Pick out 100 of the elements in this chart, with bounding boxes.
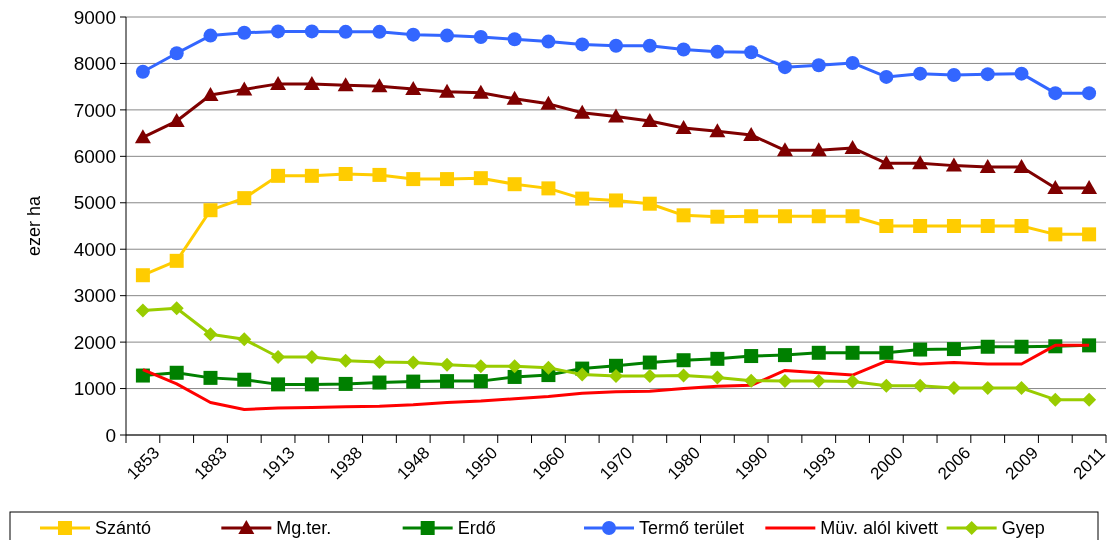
y-tick-label: 6000 <box>73 145 116 167</box>
point <box>710 44 725 59</box>
point <box>472 84 489 99</box>
point <box>574 104 591 119</box>
point <box>203 327 218 342</box>
legend-label: Szántó <box>95 518 152 539</box>
point <box>541 181 556 196</box>
point <box>946 381 961 396</box>
point <box>912 155 929 170</box>
point <box>473 171 488 186</box>
legend-label: Mg.ter. <box>276 518 332 539</box>
point <box>844 139 861 154</box>
point <box>945 157 962 172</box>
point <box>372 375 387 390</box>
point <box>710 370 725 385</box>
point <box>845 345 860 360</box>
point <box>609 358 623 373</box>
y-tick-label: 8000 <box>73 53 116 75</box>
point <box>405 80 422 95</box>
y-tick-label: 1000 <box>73 378 116 400</box>
point <box>676 208 691 223</box>
point <box>473 374 488 389</box>
point <box>642 369 657 384</box>
point <box>440 28 455 43</box>
point <box>609 38 623 53</box>
point <box>1082 227 1097 242</box>
point <box>473 29 488 44</box>
point <box>913 66 928 81</box>
point <box>372 355 387 370</box>
point <box>1014 381 1029 396</box>
point <box>879 219 894 233</box>
point <box>811 58 826 73</box>
point <box>811 209 826 224</box>
point <box>710 351 725 366</box>
point <box>676 368 691 383</box>
point <box>913 219 928 233</box>
point <box>203 28 218 43</box>
point <box>237 191 252 206</box>
point <box>304 168 319 183</box>
point <box>776 142 793 157</box>
point <box>709 123 726 138</box>
point <box>743 126 760 141</box>
point <box>946 68 961 83</box>
point <box>879 378 894 393</box>
point <box>135 64 150 79</box>
point <box>1047 179 1064 194</box>
point <box>271 168 286 183</box>
point <box>777 60 792 75</box>
point <box>540 95 557 110</box>
y-tick-label: 4000 <box>73 238 116 260</box>
y-tick-label: 0 <box>105 424 116 446</box>
point <box>980 219 995 233</box>
point <box>237 25 252 40</box>
point <box>641 113 658 128</box>
point <box>338 24 353 39</box>
point <box>1081 179 1098 194</box>
point <box>507 32 522 47</box>
point <box>406 355 421 370</box>
point <box>541 360 556 375</box>
point <box>1014 339 1029 354</box>
point <box>777 374 792 389</box>
point <box>271 349 286 364</box>
y-tick-label: 9000 <box>73 6 116 28</box>
point <box>406 27 421 42</box>
point <box>913 342 928 357</box>
point <box>979 159 996 174</box>
point <box>271 24 286 39</box>
point <box>980 67 995 82</box>
point <box>676 42 691 57</box>
point <box>304 24 319 39</box>
point <box>879 69 894 84</box>
point <box>810 142 827 157</box>
y-tick-label: 2000 <box>73 331 116 353</box>
point <box>879 345 894 360</box>
point <box>1082 86 1097 101</box>
point <box>168 113 185 128</box>
y-tick-label: 5000 <box>73 192 116 214</box>
point <box>338 166 353 181</box>
point <box>440 374 455 389</box>
point <box>169 301 184 316</box>
point <box>202 87 219 102</box>
point <box>609 193 623 208</box>
point <box>169 46 184 61</box>
point <box>744 373 759 388</box>
point <box>338 353 353 368</box>
point <box>811 345 826 360</box>
point <box>744 349 759 364</box>
point <box>135 268 150 283</box>
point <box>507 369 522 384</box>
point <box>338 376 353 391</box>
point <box>980 339 995 354</box>
point <box>1048 392 1063 407</box>
point <box>473 359 488 374</box>
point <box>642 196 657 211</box>
point <box>270 75 287 90</box>
point <box>609 369 623 384</box>
point <box>541 34 556 49</box>
point <box>237 332 252 347</box>
point <box>372 167 387 182</box>
legend-label: Termő terület <box>639 518 745 539</box>
